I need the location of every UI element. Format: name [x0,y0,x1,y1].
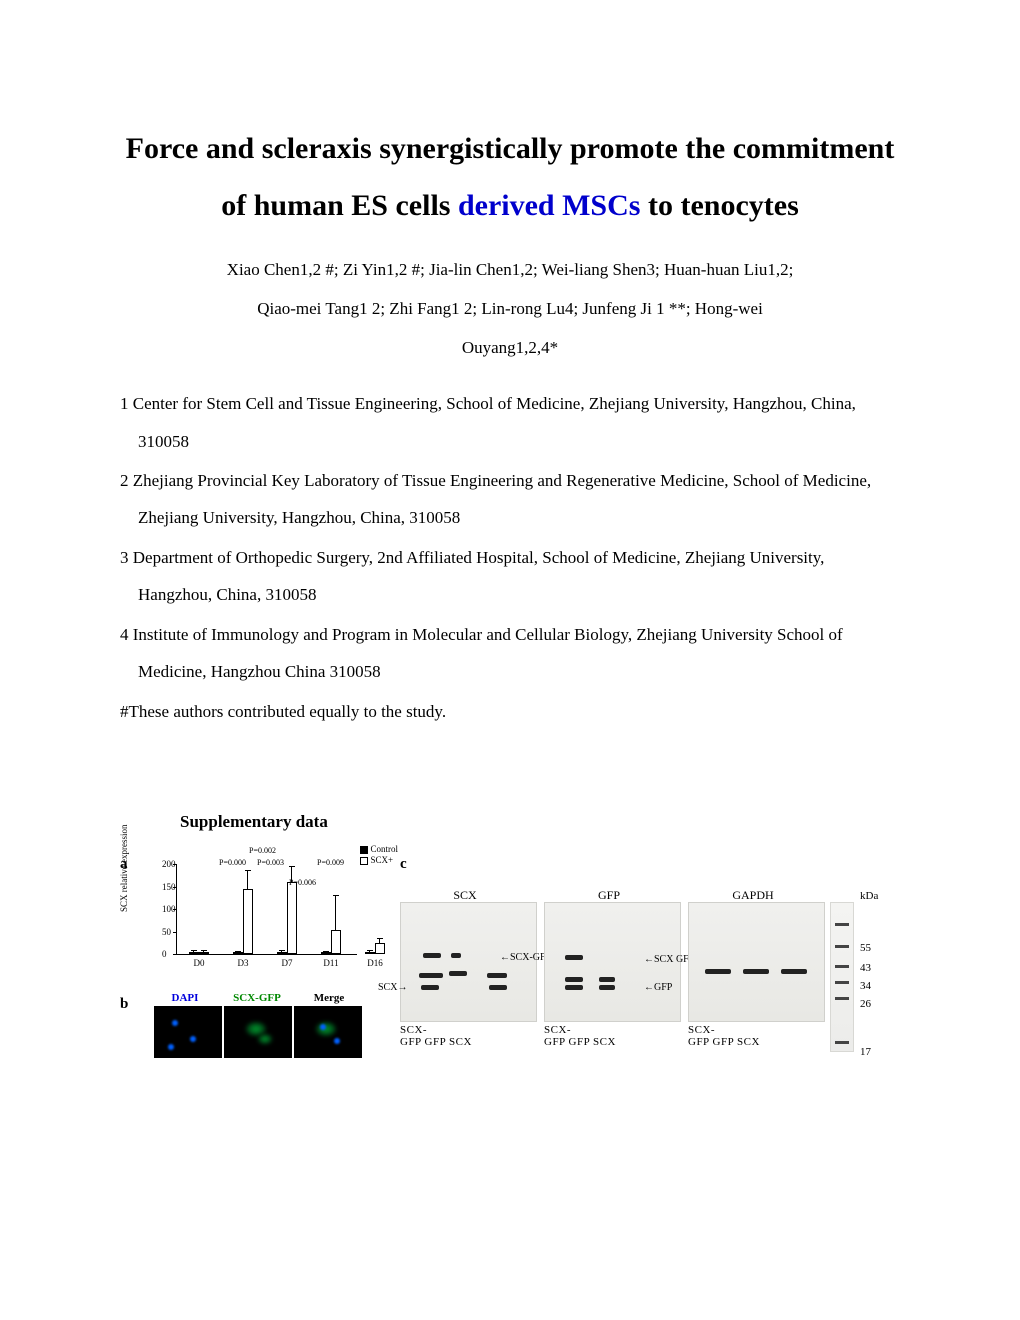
title-highlight: derived MSCs [458,189,641,222]
bar-D16-Control [365,952,375,954]
fluor-image-row [154,1006,380,1058]
pvalue-label: P=0.006 [289,878,316,887]
authors-line-1: Xiao Chen1,2 #; Zi Yin1,2 #; Jia-lin Che… [120,250,900,289]
kda-value: 17 [860,1046,871,1058]
figure-region: a SCX relative expression D0D3D7D11D16P=… [120,852,910,1102]
panel-a-chart: SCX relative expression D0D3D7D11D16P=0.… [140,852,380,982]
panel-b-label: b [120,996,128,1013]
bar-D7-Control [277,952,287,954]
affiliation-2: 2 Zhejiang Provincial Key Laboratory of … [120,462,900,537]
pvalue-label: P=0.009 [317,858,344,867]
chart-plot-area: D0D3D7D11D16P=0.000P=0.002P=0.003P=0.006… [176,864,357,955]
xlabel-D3: D3 [238,958,249,968]
header-dapi: DAPI [154,992,216,1004]
panel-b-fluorescence: DAPI SCX-GFP Merge [140,992,380,1058]
xlabel-D0: D0 [194,958,205,968]
blot-lane-labels: SCX- GFP GFP SCX [400,1024,535,1048]
blot-title-gfp: GFP [544,888,674,903]
bar-D0-Control [189,952,199,954]
blot-arrow-label: ←SCX GFP [644,954,694,965]
ytick-label: 50 [162,927,171,937]
affiliations-block: 1 Center for Stem Cell and Tissue Engine… [120,385,900,690]
blot-title-gapdh: GAPDH [688,888,818,903]
xlabel-D16: D16 [367,958,383,968]
supplementary-heading: Supplementary data [180,812,900,832]
blot-lane-labels: SCX- GFP GFP SCX [688,1024,823,1048]
legend-swatch-control [360,846,368,854]
kda-value: 26 [860,998,871,1010]
bar-D11-Control [321,952,331,954]
blot-title-scx: SCX [400,888,530,903]
blot-lane-labels: SCX- GFP GFP SCX [544,1024,679,1048]
header-scx-gfp: SCX-GFP [226,992,288,1004]
affiliation-1: 1 Center for Stem Cell and Tissue Engine… [120,385,900,460]
fluor-headers: DAPI SCX-GFP Merge [154,992,380,1004]
ytick-label: 0 [162,949,167,959]
chart-legend: Control SCX+ [360,844,398,866]
legend-swatch-scx [360,857,368,865]
authors-line-2: Qiao-mei Tang1 2; Zhi Fang1 2; Lin-rong … [120,289,900,328]
affiliation-4: 4 Institute of Immunology and Program in… [120,616,900,691]
pvalue-label: P=0.000 [219,858,246,867]
bar-D7-SCX+ [287,882,297,954]
pvalue-label: P=0.002 [249,846,276,855]
bar-D0-SCX+ [199,952,209,954]
merge-image [294,1006,362,1058]
title-suffix: to tenocytes [640,189,798,222]
scx-gfp-image [224,1006,292,1058]
paper-title: Force and scleraxis synergistically prom… [120,120,900,234]
xlabel-D7: D7 [282,958,293,968]
legend-control: Control [360,844,398,855]
kda-heading: kDa [860,890,878,902]
blot-membrane-gapdh [688,902,825,1022]
kda-value: 34 [860,980,871,992]
xlabel-D11: D11 [323,958,338,968]
dapi-image [154,1006,222,1058]
protein-ladder [830,902,854,1052]
bar-D3-SCX+ [243,889,253,954]
affiliation-3: 3 Department of Orthopedic Surgery, 2nd … [120,539,900,614]
header-merge: Merge [298,992,360,1004]
bar-D3-Control [233,952,243,954]
kda-value: 55 [860,942,871,954]
blot-arrow-label: SCX→ [378,982,407,993]
legend-scx: SCX+ [360,855,398,866]
authors-line-3: Ouyang1,2,4* [120,328,900,367]
document-page: Force and scleraxis synergistically prom… [0,0,1020,1320]
bar-D16-SCX+ [375,943,385,954]
blot-arrow-label: ←GFP [644,982,672,993]
kda-value: 43 [860,962,871,974]
equal-contribution-note: #These authors contributed equally to th… [120,702,900,722]
pvalue-label: P=0.003 [257,858,284,867]
authors-block: Xiao Chen1,2 #; Zi Yin1,2 #; Jia-lin Che… [120,250,900,367]
panel-c-label: c [400,856,407,873]
bar-D11-SCX+ [331,930,341,955]
chart-y-label: SCX relative expression [119,852,129,912]
